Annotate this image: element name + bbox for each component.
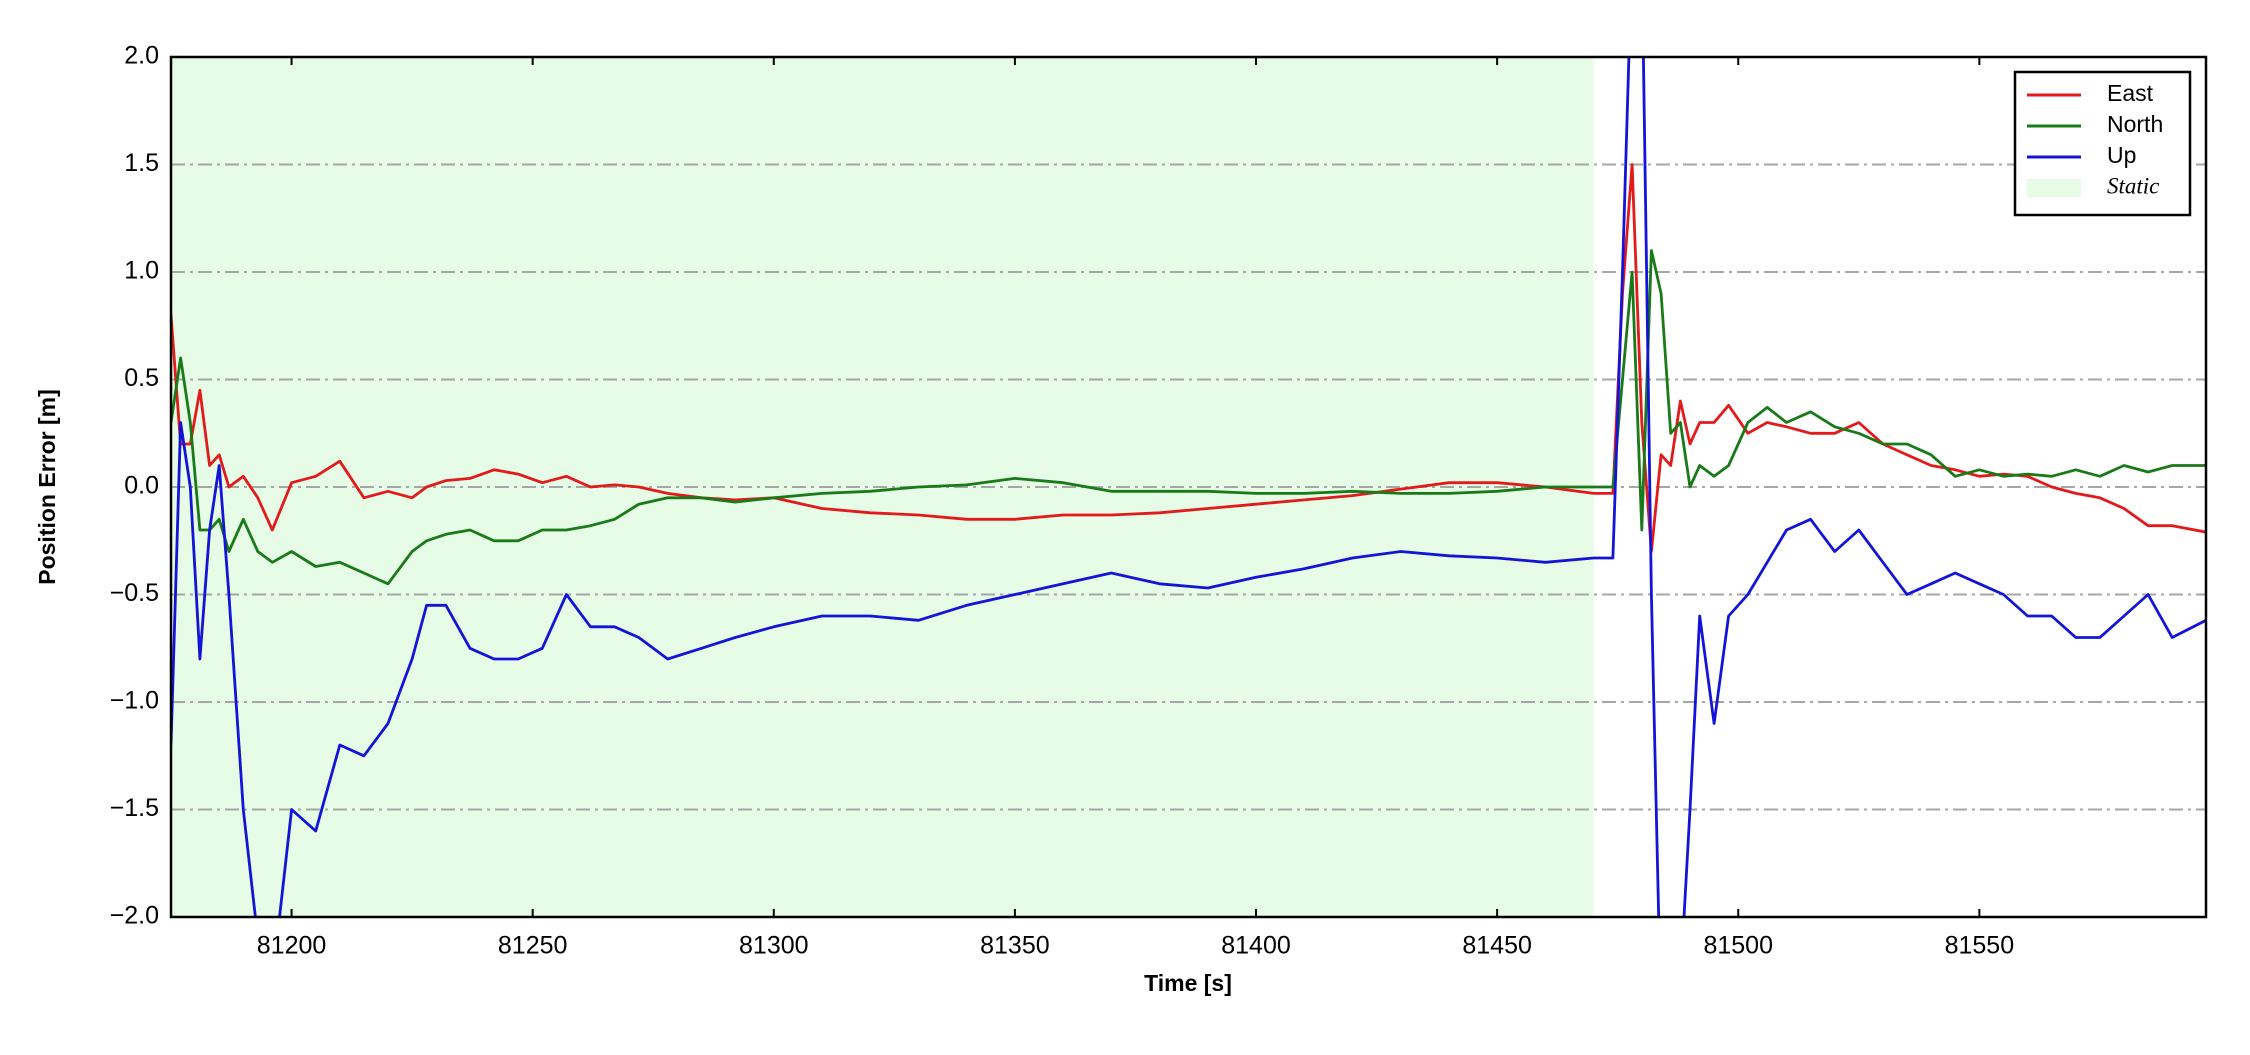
legend-label: East (2107, 80, 2154, 106)
x-tick-label: 81500 (1703, 932, 1773, 960)
y-tick-label: 2.0 (124, 42, 159, 70)
legend-label: Up (2107, 142, 2136, 168)
y-tick-label: −1.0 (110, 687, 159, 715)
legend-label: Static (2107, 173, 2159, 198)
y-axis-label: Position Error [m] (34, 389, 60, 585)
x-tick-label: 81400 (1221, 932, 1291, 960)
x-axis-label: Time [s] (1144, 970, 1232, 996)
y-tick-label: −0.5 (110, 579, 159, 607)
x-tick-label: 81350 (980, 932, 1050, 960)
y-tick-label: −1.5 (110, 794, 159, 822)
y-tick-label: 0.0 (124, 472, 159, 500)
x-tick-label: 81300 (739, 932, 809, 960)
plot-lines (171, 57, 2206, 917)
y-tick-label: 1.5 (124, 149, 159, 177)
y-tick-label: 1.0 (124, 257, 159, 285)
y-tick-label: 0.5 (124, 364, 159, 392)
legend-label: North (2107, 111, 2163, 137)
x-tick-label: 81250 (498, 932, 568, 960)
plot-frame (169, 55, 2208, 919)
x-tick-label: 81450 (1462, 932, 1532, 960)
y-tick-label: −2.0 (110, 902, 159, 930)
series-line (171, 249, 2206, 586)
x-tick-label: 81550 (1945, 932, 2015, 960)
series-line (171, 57, 2206, 917)
legend-swatch (2027, 179, 2081, 197)
x-tick-label: 81200 (257, 932, 327, 960)
legend: East North Up Static (2013, 70, 2192, 217)
